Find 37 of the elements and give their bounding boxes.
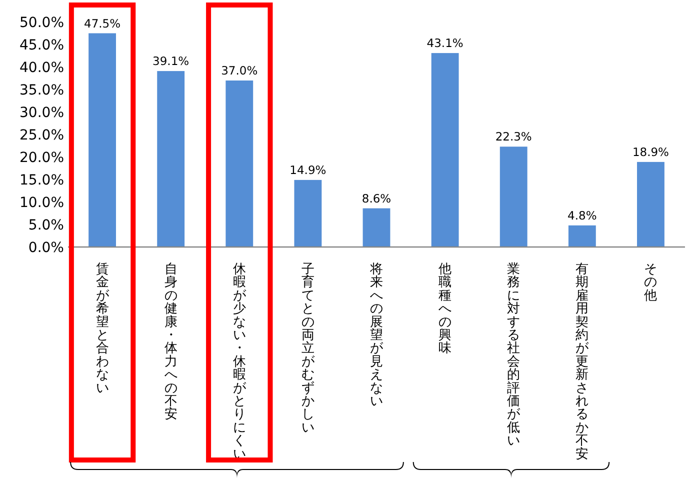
y-tick-label: 10.0% xyxy=(20,195,64,211)
y-tick-label: 15.0% xyxy=(20,172,64,188)
y-tick-label: 35.0% xyxy=(20,82,64,98)
bar xyxy=(637,162,664,247)
bar xyxy=(431,53,459,247)
bar xyxy=(157,71,185,247)
data-label: 8.6% xyxy=(362,191,392,206)
data-label: 4.8% xyxy=(568,208,597,222)
bar xyxy=(500,146,528,247)
category-label: 賃金が希望と合わない xyxy=(96,262,109,396)
bar xyxy=(88,33,116,247)
category-label: 有期雇用契約が更新されるか不安 xyxy=(576,262,589,462)
y-tick-label: 50.0% xyxy=(20,15,64,31)
y-tick-label: 40.0% xyxy=(20,60,64,76)
bar xyxy=(226,80,254,247)
data-label: 47.5% xyxy=(84,16,121,30)
bar xyxy=(294,180,322,247)
y-tick-label: 20.0% xyxy=(20,150,64,166)
y-tick-label: 45.0% xyxy=(20,38,64,54)
category-label: 子育てとの両立がむずかしい xyxy=(301,262,314,436)
data-label: 22.3% xyxy=(495,130,532,144)
category-label: 業務に対する社会的評価が低い xyxy=(507,262,520,449)
x-tick-label: その他 xyxy=(644,262,658,304)
data-label: 39.1% xyxy=(152,54,190,68)
data-label: 37.0% xyxy=(221,64,258,78)
category-label: 自身の健康・体力への不安 xyxy=(164,262,178,422)
category-label: 将来への展望が見えない xyxy=(370,262,383,409)
data-label: 14.9% xyxy=(290,162,326,177)
bar xyxy=(568,225,596,247)
data-label: 43.1% xyxy=(426,36,464,50)
data-label: 18.9% xyxy=(632,144,670,159)
y-tick-label: 0.0% xyxy=(28,240,64,256)
y-tick-label: 25.0% xyxy=(20,128,64,144)
y-tick-label: 5.0% xyxy=(28,218,64,234)
y-tick-label: 30.0% xyxy=(20,105,64,121)
bar xyxy=(362,208,390,247)
x-tick-label: 他職種への興味 xyxy=(438,262,452,356)
